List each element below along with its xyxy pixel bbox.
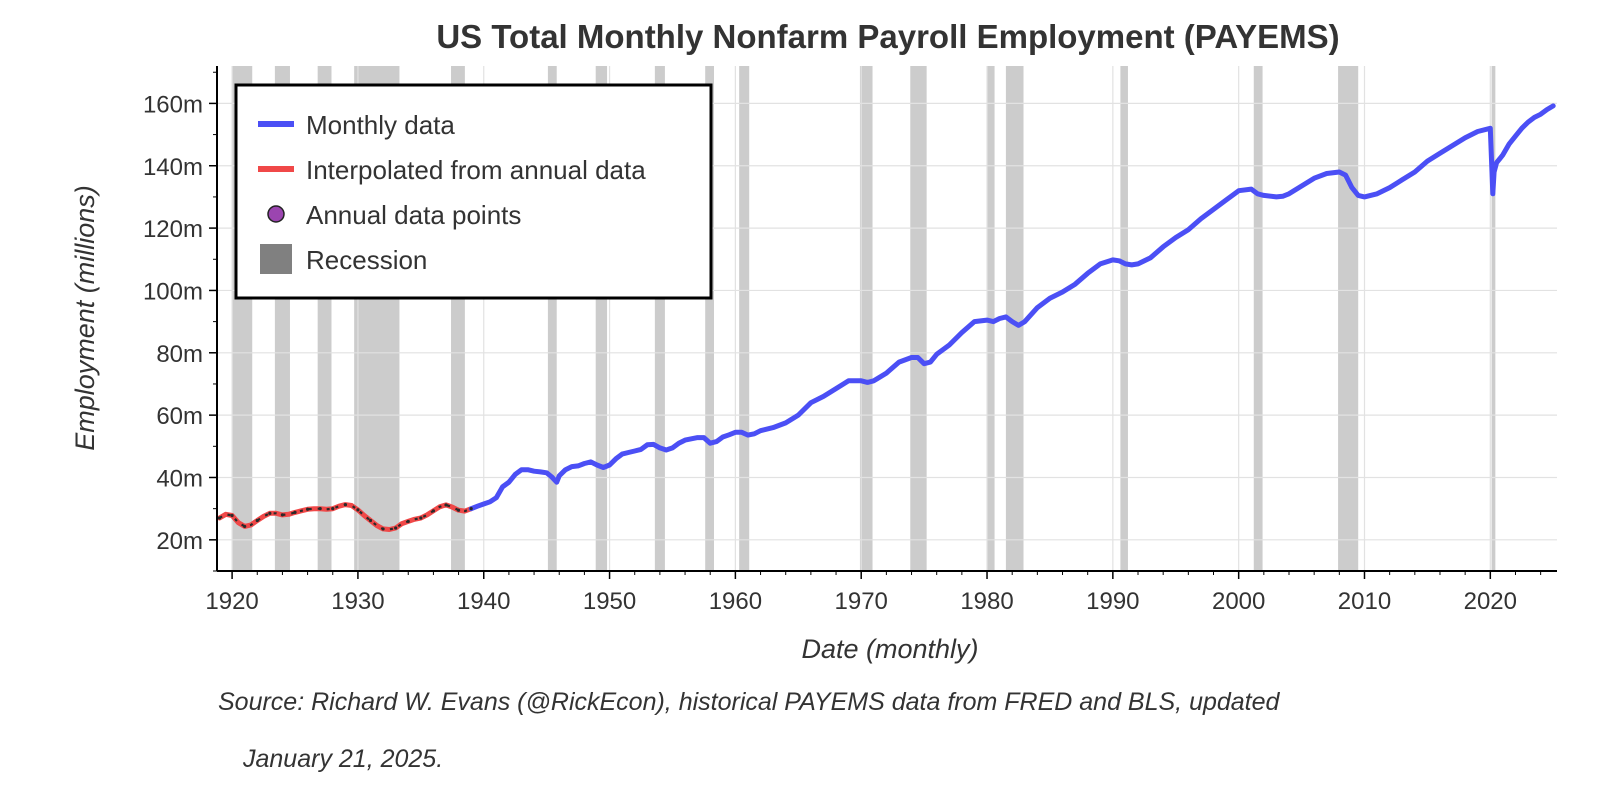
axes: 1920 1930 1940 1950 1960 1970 1980 1990 2000 2010… [143,66,1557,615]
series-monthly-line [468,103,1556,512]
annual-point-1920 [230,513,234,518]
x-tick-label-1960: 1960 [709,588,762,615]
annual-point-1928 [331,507,335,511]
annual-point-1930 [356,508,360,512]
annual-point-1925 [293,510,297,514]
x-tick-label-1980: 1980 [960,588,1013,615]
annual-point-1919 [217,516,222,520]
recession-band-10 [859,66,873,571]
annual-point-1932 [381,527,385,531]
y-tick-label-140: 140m [143,154,203,181]
annual-point-1926 [305,507,310,511]
source-note-line1: Source: Richard W. Evans (@RickEcon), hi… [218,688,1281,716]
recession-band-13 [1005,66,1024,571]
annual-point-1936 [431,509,436,513]
x-tick-label-1920: 1920 [205,588,258,615]
data-series [217,103,1556,532]
recession-band-7 [654,66,665,571]
legend-interpolated-label: Interpolated from annual data [306,155,646,185]
y-tick-label-40: 40m [156,465,203,492]
y-tick-label-60: 60m [156,403,203,430]
y-tick-label-160: 160m [143,91,203,118]
x-tick-label-1970: 1970 [835,588,888,615]
legend-recession-label: Recession [306,245,427,275]
x-tick-label-1950: 1950 [583,588,636,615]
y-tick-label-80: 80m [156,341,203,368]
annual-point-1937 [444,503,448,507]
recession-band-5 [547,66,557,571]
y-tick-label-100: 100m [143,278,203,305]
recession-band-8 [705,66,714,571]
annual-point-1921 [243,524,247,529]
x-tick-label-1990: 1990 [1086,588,1139,615]
annual-point-1934 [406,519,410,524]
x-tick-label-1940: 1940 [457,588,510,615]
x-tick-label-2020: 2020 [1464,588,1517,615]
y-axis-title: Employment (millions) [70,185,100,451]
annual-point-1939 [469,507,473,511]
annual-point-1927 [318,507,322,511]
annual-point-1938 [456,508,461,512]
annual-point-1929 [343,503,347,507]
legend: Monthly data Interpolated from annual da… [234,83,713,300]
legend-monthly-label: Monthly data [306,110,455,140]
legend-annual-label: Annual data points [306,200,521,230]
recession-band-6 [595,66,608,571]
annual-point-1933 [394,526,398,530]
recession-band-15 [1253,66,1263,571]
annual-point-1935 [419,516,423,520]
legend-recession-swatch [260,244,292,274]
annual-point-1931 [368,518,373,523]
x-axis-title: Date (monthly) [801,634,978,664]
recession-band-16 [1338,66,1359,571]
x-tick-label-2010: 2010 [1338,588,1391,615]
x-tick-label-1930: 1930 [331,588,384,615]
annual-point-1924 [280,513,285,517]
annual-point-1922 [255,518,259,523]
annual-point-1923 [268,511,272,515]
recession-band-17 [1491,66,1496,571]
recession-band-14 [1120,66,1128,571]
recession-band-9 [739,66,750,571]
recession-band-11 [910,66,927,571]
legend-box [234,83,713,300]
x-tick-label-2000: 2000 [1212,588,1265,615]
y-tick-label-120: 120m [143,216,203,243]
chart-title: US Total Monthly Nonfarm Payroll Employm… [436,18,1339,55]
legend-annual-swatch [267,205,285,223]
source-note-line2: January 21, 2025. [242,745,443,773]
y-tick-label-20: 20m [156,528,203,555]
